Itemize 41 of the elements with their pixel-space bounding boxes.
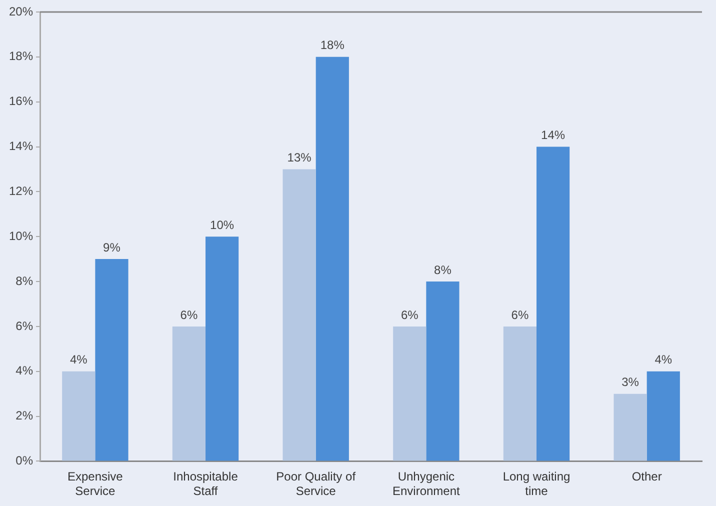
y-tick-label: 12% [8, 184, 34, 198]
data-label: 8% [434, 262, 452, 277]
data-label: 6% [511, 308, 529, 322]
data-label: 10% [210, 218, 234, 232]
y-tick-label: 10% [8, 228, 34, 243]
y-tick-label: 4% [16, 364, 34, 378]
data-label: 14% [541, 128, 566, 142]
x-tick-label: Other [632, 470, 662, 484]
bar [316, 56, 349, 461]
data-label: 4% [70, 352, 88, 367]
data-label: 6% [180, 308, 198, 322]
data-label: 6% [400, 308, 419, 322]
y-tick-label: 6% [16, 318, 34, 333]
y-tick-label: 0% [16, 454, 34, 468]
x-tick-label: Long waiting time [502, 470, 570, 498]
y-tick-label: 16% [8, 94, 34, 108]
bar [172, 326, 206, 461]
data-label: 3% [622, 375, 640, 390]
x-tick-label: Poor Quality of Service [276, 470, 356, 498]
y-tick-label: 8% [16, 274, 34, 288]
bar [62, 371, 96, 461]
data-label: 9% [103, 240, 121, 254]
bar [426, 282, 460, 461]
bar [282, 169, 316, 461]
bar [95, 259, 128, 461]
data-label: 18% [320, 38, 345, 52]
bar [614, 394, 647, 461]
data-label: 4% [654, 352, 672, 367]
bar [536, 146, 570, 461]
y-tick-label: 14% [8, 139, 34, 154]
bar [393, 326, 426, 461]
x-tick-label: Inhospitable Staff [173, 470, 238, 498]
y-tick-label: 18% [8, 49, 34, 64]
data-label: 13% [287, 150, 312, 165]
y-tick-label: 20% [8, 4, 34, 18]
bar [206, 236, 239, 461]
x-tick-label: Unhygenic Environment [392, 470, 461, 498]
y-tick-label: 2% [16, 408, 34, 423]
x-tick-label: Expensive Service [67, 470, 124, 498]
bar [646, 371, 680, 461]
bar [503, 326, 537, 461]
